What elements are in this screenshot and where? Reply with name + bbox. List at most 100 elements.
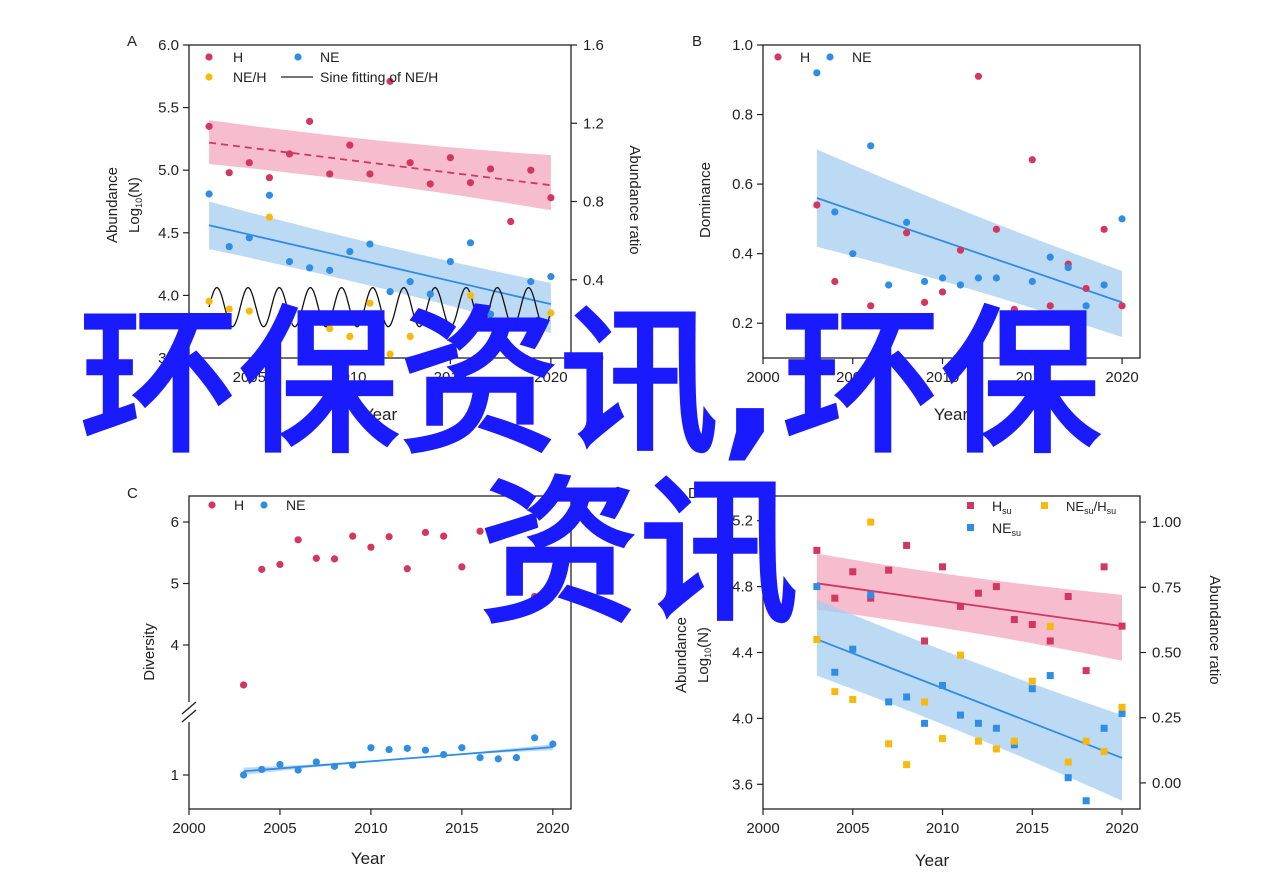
point-nesu-hsu (956, 651, 964, 659)
legend-label-h: H (234, 497, 244, 513)
point-h (466, 179, 475, 187)
y2-tick-label: 0.8 (583, 194, 604, 211)
panel-b-xlabel: Year (934, 405, 969, 424)
point-nesu (939, 681, 947, 689)
panel-c: C 2000 2005 2010 2015 2020 1 4 5 6 Year Diversit… (127, 485, 572, 868)
point-h (276, 560, 284, 569)
panel-d-y2label: Abundance ratio (1206, 575, 1223, 684)
point-ne (1064, 263, 1072, 272)
y2-tick-label: 1.2 (583, 115, 604, 132)
panel-a-letter: A (127, 33, 137, 50)
panel-a-ylabel-2: Log10(N) (126, 177, 144, 233)
panel-a-ylabel-1: Abundance (104, 167, 121, 243)
x-tick-label: 2005 (836, 369, 869, 386)
point-h (903, 229, 911, 237)
point-nesu (885, 698, 893, 706)
point-h (458, 563, 466, 571)
confidence-band-nesu (816, 599, 1123, 801)
legend-marker-nesu (967, 524, 974, 531)
panel-b-frame (762, 44, 1141, 359)
x-tick-label: 2010 (354, 820, 387, 837)
point-ne (466, 239, 475, 247)
point-ne-h (507, 348, 515, 356)
point-nesu-hsu (1082, 737, 1090, 745)
point-h (245, 159, 253, 167)
point-nesu-hsu (1028, 677, 1036, 685)
point-ne (1028, 277, 1036, 286)
legend-label-h: H (233, 49, 243, 65)
y-tick-label: 5 (171, 576, 179, 593)
point-ne (885, 281, 893, 289)
legend-marker-ne (260, 501, 268, 509)
point-nesu-hsu (813, 635, 821, 643)
point-ne-h (446, 325, 454, 333)
legend-marker-h (208, 501, 216, 509)
y2-tick-label: 0.4 (583, 272, 604, 289)
y-tick-label: 0.2 (732, 315, 753, 332)
point-h (258, 565, 266, 573)
y-tick-label: 5.0 (158, 162, 179, 179)
x-tick-label: 2020 (534, 369, 567, 386)
panel-d-xlabel: Year (915, 851, 950, 870)
point-h (527, 166, 535, 174)
legend-marker-h (205, 53, 213, 61)
y-tick-label: 1.0 (732, 37, 753, 54)
point-h (367, 543, 375, 551)
y2-tick-label: 0.50 (1152, 645, 1181, 662)
x-tick-label: 2010 (926, 369, 959, 386)
point-h (494, 525, 502, 533)
point-h (920, 298, 929, 306)
y2-tick-label: 1.00 (1152, 514, 1181, 531)
point-h (507, 217, 515, 226)
panel-c-legend: H NE (208, 497, 305, 513)
panel-d: D 2000 2005 2010 2015 2020 3.6 4.0 4.4 4.8 5.2 0.0… (673, 485, 1223, 870)
point-h (1010, 305, 1018, 313)
point-ne (512, 754, 521, 762)
point-nesu (1100, 724, 1108, 732)
point-ne (903, 218, 911, 226)
point-nesu-hsu (1046, 622, 1054, 630)
point-nesu (903, 693, 911, 701)
overlay-text-line-1: 环保资讯,环保 (80, 292, 1103, 476)
axis-break-mark-1 (181, 701, 197, 715)
point-ne-h (406, 332, 414, 341)
point-ne-h (245, 307, 253, 315)
point-ne (239, 771, 248, 779)
y-tick-label: 4.0 (732, 710, 753, 727)
x-tick-label: 2020 (1105, 820, 1138, 837)
point-ne (813, 69, 821, 77)
x-tick-label: 2020 (536, 820, 569, 837)
x-tick-label: 2005 (233, 369, 266, 386)
point-ne-h (346, 332, 354, 341)
x-tick-label: 2005 (836, 820, 869, 837)
point-ne (258, 765, 266, 774)
point-ne (849, 250, 857, 258)
point-ne (346, 247, 354, 256)
point-nesu (1082, 797, 1090, 805)
point-hsu (1118, 622, 1126, 630)
point-ne-h (225, 305, 233, 313)
point-h (386, 77, 394, 85)
y-tick-label: 4.8 (732, 579, 753, 596)
point-h (1046, 302, 1054, 310)
point-nesu (974, 719, 982, 727)
panel-d-ylabel-2: Log10(N) (695, 627, 713, 683)
point-ne-h (366, 299, 374, 307)
x-tick-label: 2010 (926, 820, 959, 837)
point-h (440, 532, 448, 540)
point-h (1028, 156, 1036, 164)
point-hsu (813, 546, 821, 554)
legend-marker-ne (826, 53, 834, 61)
point-h (974, 72, 983, 80)
point-ne (974, 274, 983, 282)
point-ne (486, 310, 495, 318)
point-ne (527, 278, 535, 286)
point-h (831, 277, 839, 286)
panel-a-xlabel: Year (363, 405, 398, 424)
point-nesu-hsu (831, 688, 839, 696)
point-nesu (813, 583, 821, 591)
point-h (326, 170, 334, 178)
legend-marker-ne (294, 53, 302, 61)
point-ne-h (386, 350, 394, 358)
